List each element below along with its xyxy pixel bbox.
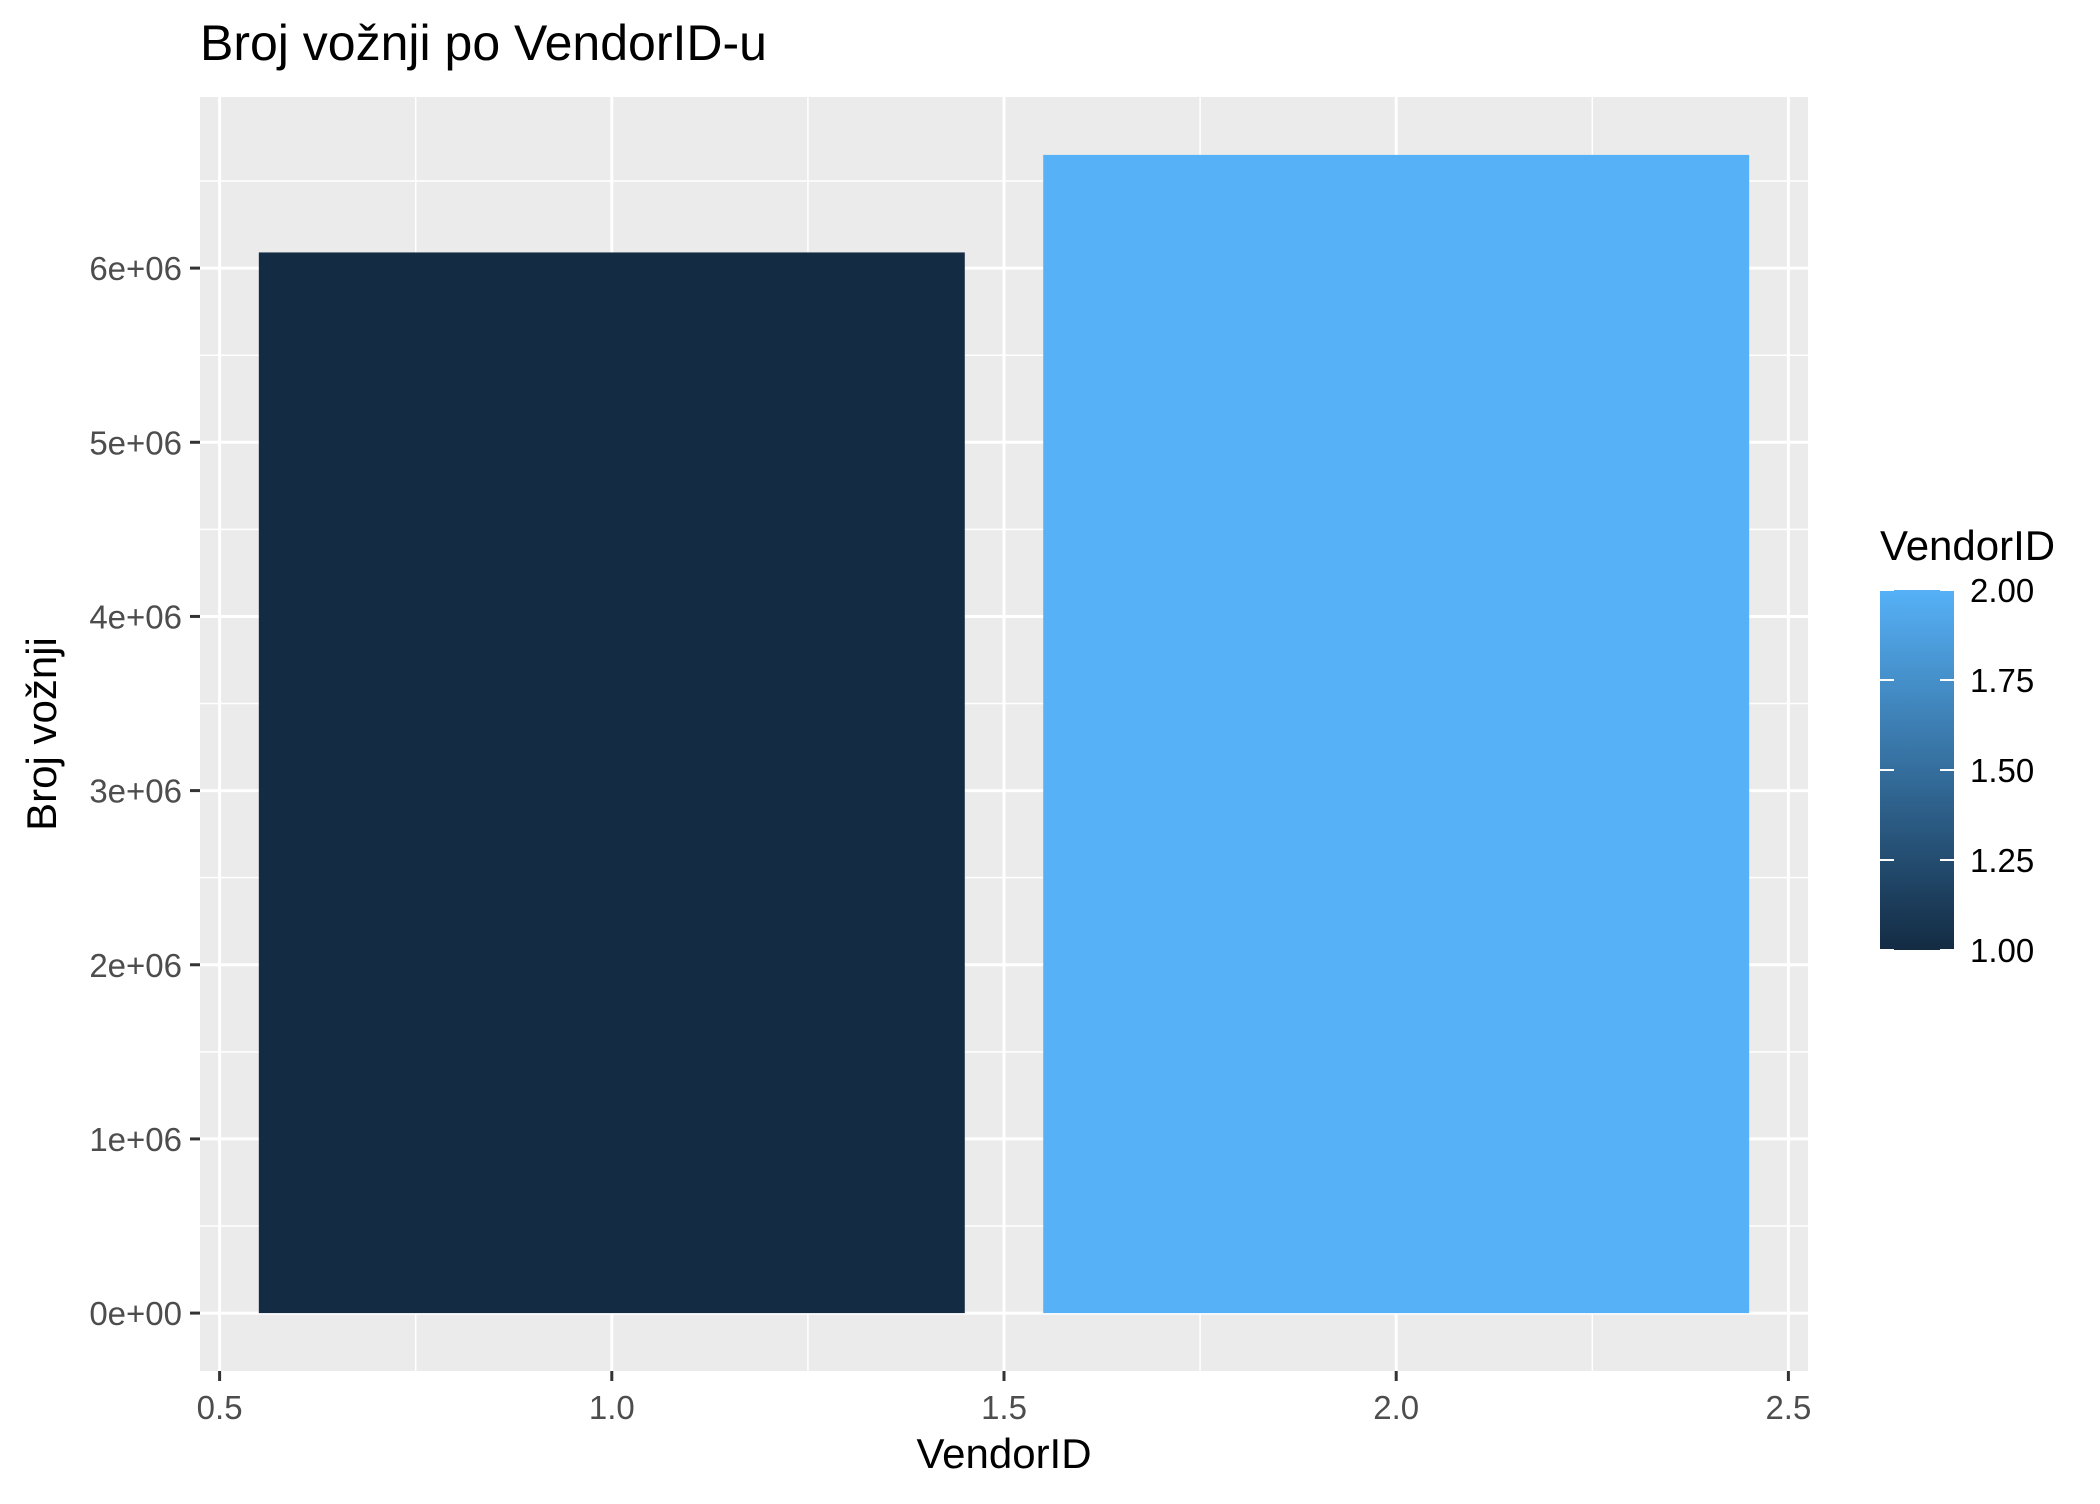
y-tick-label: 5e+06 [89,424,182,461]
chart-title: Broj vožnji po VendorID-u [200,15,767,71]
y-axis: 0e+00 1e+06 2e+06 3e+06 4e+06 5e+06 6e+06 [89,250,200,1332]
bar-vendor-1 [258,252,965,1314]
x-tick-label: 2.0 [1373,1389,1419,1426]
x-tick-label: 1.5 [981,1389,1027,1426]
y-tick-label: 3e+06 [89,773,182,810]
x-axis-title: VendorID [916,1430,1091,1477]
x-tick-label: 2.5 [1765,1389,1811,1426]
legend-tick-label: 1.00 [1970,932,2034,969]
legend-tick-label: 1.75 [1970,662,2034,699]
x-axis: 0.5 1.0 1.5 2.0 2.5 [197,1371,1811,1426]
legend-tick-label: 1.25 [1970,842,2034,879]
y-tick-label: 1e+06 [89,1121,182,1158]
x-tick-label: 1.0 [589,1389,635,1426]
legend: VendorID 1.00 1.25 1.50 1.75 2.00 [1880,522,2055,969]
bars [258,154,1750,1314]
legend-title: VendorID [1880,522,2055,569]
y-tick-label: 4e+06 [89,598,182,635]
y-tick-label: 2e+06 [89,947,182,984]
y-axis-title: Broj vožnji [18,637,65,831]
y-tick-label: 6e+06 [89,250,182,287]
bar-vendor-2 [1043,154,1750,1314]
legend-tick-label: 1.50 [1970,752,2034,789]
y-tick-label: 0e+00 [89,1295,182,1332]
legend-tick-label: 2.00 [1970,572,2034,609]
x-tick-label: 0.5 [197,1389,243,1426]
